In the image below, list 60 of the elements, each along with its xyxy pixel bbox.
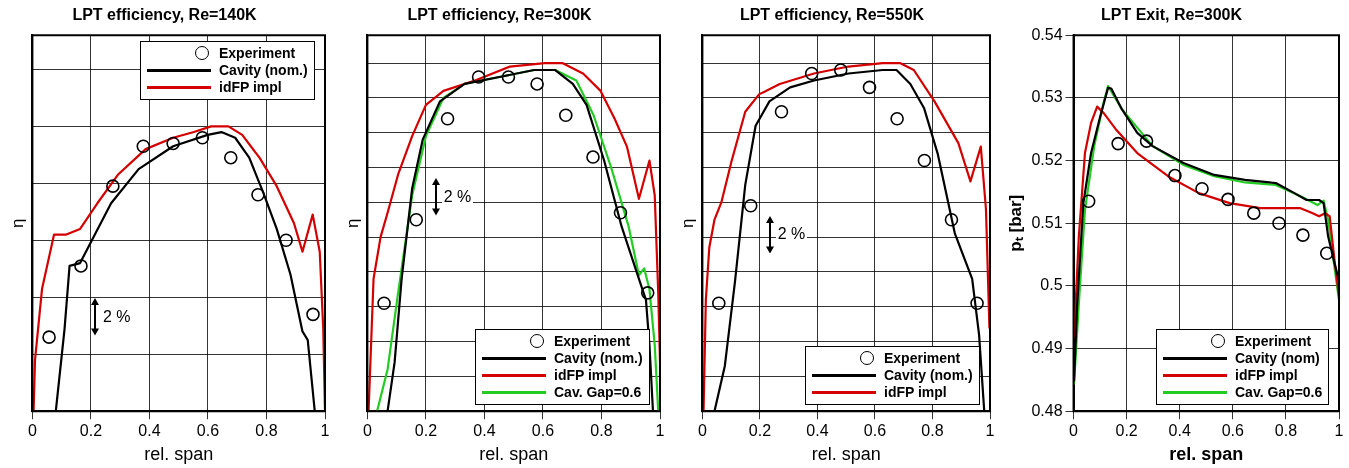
x-tick-label: 0.6 <box>196 422 220 440</box>
chart-title: LPT efficiency, Re=300K <box>407 6 593 24</box>
legend-label: Experiment <box>554 333 631 351</box>
annotation: 2 % <box>441 187 474 206</box>
x-tick-label: 0.8 <box>255 422 278 440</box>
y-tick-label: 0.52 <box>1031 150 1063 168</box>
legend-label: Cavity (nom.) <box>219 62 308 80</box>
y-axis-title: pₜ [bar] <box>1005 194 1025 252</box>
x-axis-title: rel. span <box>144 444 214 465</box>
x-tick-label: 0.2 <box>748 422 772 440</box>
x-tick-label: 0.8 <box>1274 422 1298 440</box>
chart-title: LPT Exit, Re=300K <box>1101 6 1243 24</box>
y-tick-label: 0.49 <box>1031 338 1063 356</box>
y-axis-title: η <box>342 218 362 228</box>
legend-label: Cav. Gap=0.6 <box>1235 384 1323 402</box>
legend-label: Experiment <box>884 350 961 368</box>
x-tick-label: 0.6 <box>863 422 887 440</box>
legend-label: Cavity (nom.) <box>884 367 973 385</box>
y-tick-label: 0.48 <box>1031 401 1063 419</box>
x-tick-label: 0 <box>362 422 372 440</box>
legend-label: Cavity (nom) <box>1235 350 1320 368</box>
x-tick-label: 0 <box>697 422 707 440</box>
y-axis-title: η <box>7 218 27 228</box>
x-tick-label: 0.4 <box>138 422 161 440</box>
x-tick-label: 0.4 <box>473 422 496 440</box>
x-tick-label: 0.8 <box>921 422 944 440</box>
legend-label: idFP impl <box>1235 367 1298 385</box>
x-axis-title: rel. span <box>811 444 881 465</box>
x-tick-label: 0 <box>27 422 37 440</box>
x-tick-label: 1 <box>1334 422 1344 440</box>
x-tick-label: 0.8 <box>590 422 613 440</box>
legend-label: Cav. Gap=0.6 <box>554 384 642 402</box>
legend-label: idFP impl <box>219 79 282 97</box>
x-tick-label: 0.6 <box>1221 422 1245 440</box>
x-tick-label: 0.2 <box>1115 422 1138 440</box>
x-tick-label: 0.4 <box>1168 422 1191 440</box>
x-tick-label: 0.2 <box>79 422 103 440</box>
annotation: 2 % <box>100 308 133 327</box>
x-axis-title: rel. span <box>479 444 549 465</box>
x-tick-label: 1 <box>320 422 330 440</box>
legend-label: Experiment <box>219 45 296 63</box>
annotation: 2 % <box>775 225 808 244</box>
x-axis-title: rel. span <box>1169 444 1244 465</box>
y-tick-label: 0.54 <box>1031 25 1063 43</box>
y-axis-title: η <box>677 218 697 228</box>
y-tick-label: 0.5 <box>1040 276 1063 294</box>
legend-label: idFP impl <box>884 384 947 402</box>
chart-title: LPT efficiency, Re=550K <box>739 6 925 24</box>
chart-title: LPT efficiency, Re=140K <box>72 6 258 24</box>
legend-label: Cavity (nom.) <box>554 350 643 368</box>
x-tick-label: 0.4 <box>806 422 829 440</box>
x-tick-label: 1 <box>655 422 665 440</box>
x-tick-label: 0.6 <box>531 422 555 440</box>
x-tick-label: 0 <box>1069 422 1079 440</box>
legend-label: idFP impl <box>554 367 617 385</box>
y-tick-label: 0.53 <box>1031 88 1063 106</box>
y-tick-label: 0.51 <box>1031 213 1063 231</box>
x-tick-label: 0.2 <box>414 422 438 440</box>
x-tick-label: 1 <box>985 422 995 440</box>
legend-label: Experiment <box>1235 333 1312 351</box>
